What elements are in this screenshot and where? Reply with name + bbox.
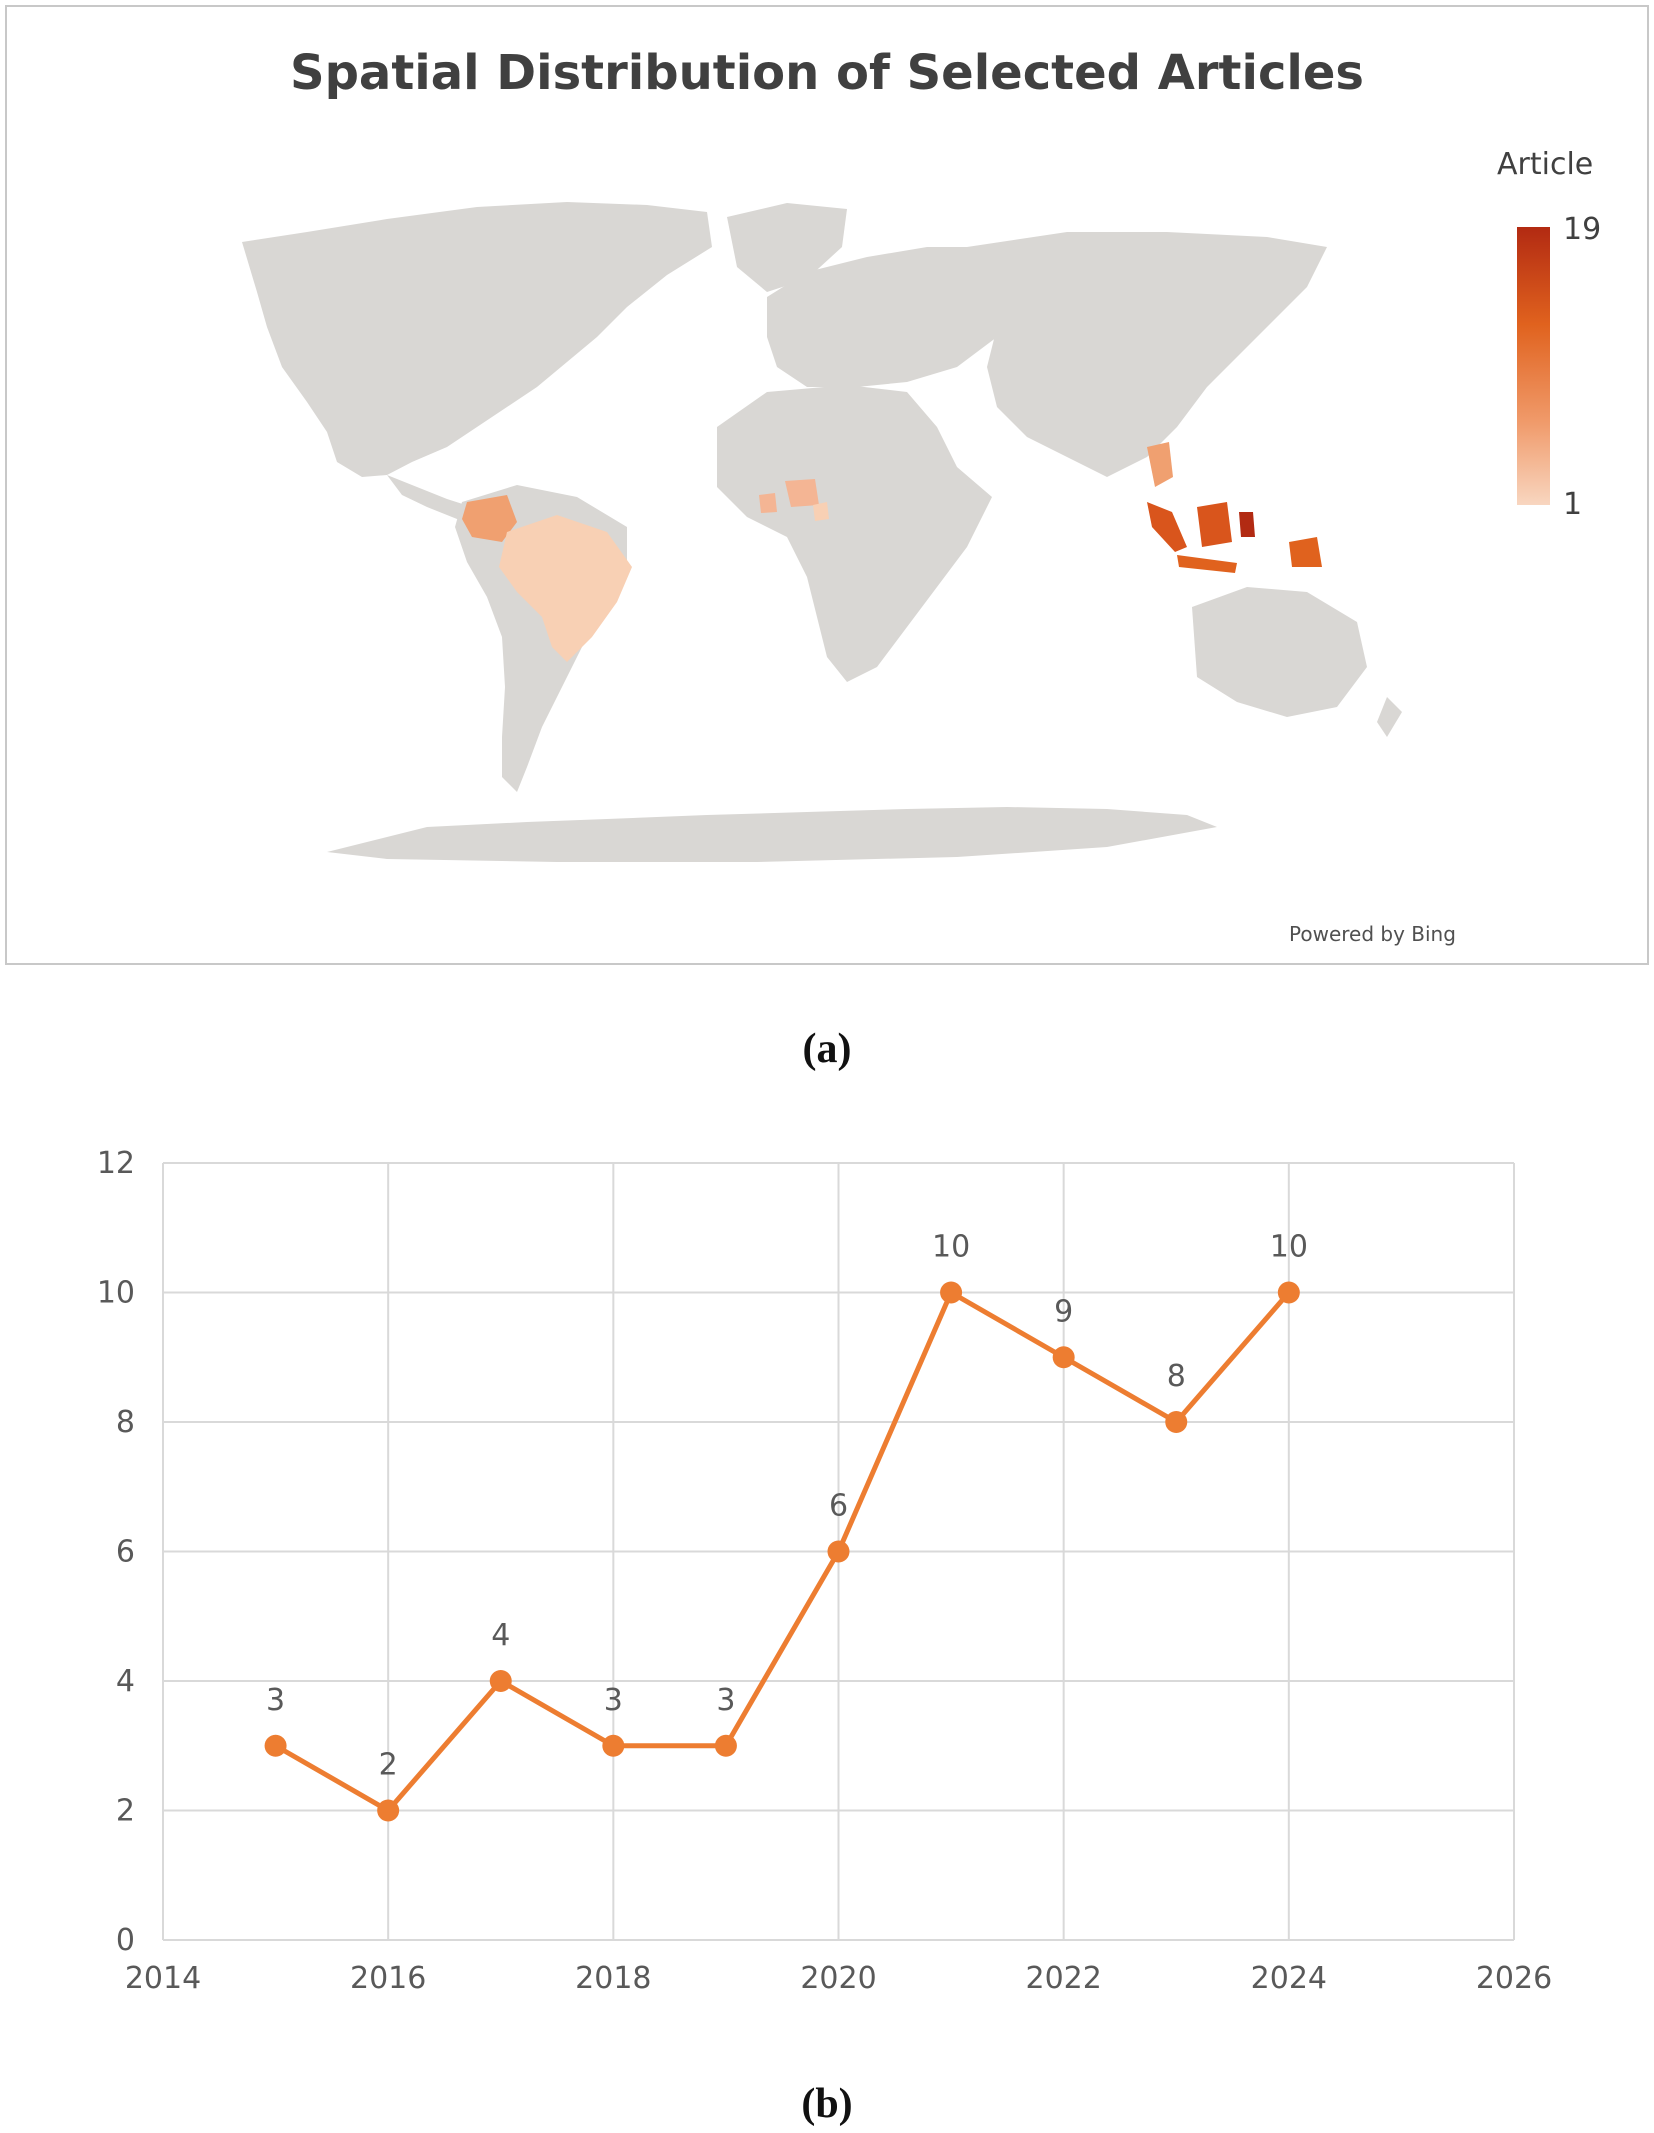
panel-label-b: (b)	[801, 2081, 853, 2127]
y-tick-label: 12	[97, 1146, 135, 1181]
country-cameroon	[813, 502, 829, 521]
legend-title: Article	[1497, 147, 1594, 182]
country-indonesia-sulawesi	[1239, 512, 1255, 537]
data-point	[264, 1734, 287, 1757]
x-tick-label: 2020	[800, 1961, 876, 1996]
country-indonesia-papua	[1289, 537, 1322, 567]
landmass-new-zealand	[1377, 697, 1402, 737]
country-ghana	[759, 493, 777, 513]
panel-label-a: (a)	[802, 1026, 852, 1072]
data-label: 10	[1270, 1230, 1308, 1265]
chart-data-labels: 3 2 4 3 3 6 10 9 8 10	[266, 1230, 1308, 1783]
y-tick-label: 0	[116, 1923, 135, 1958]
landmass-africa	[717, 385, 992, 682]
legend-color-scale	[1517, 227, 1550, 505]
map-title: Spatial Distribution of Selected Article…	[290, 45, 1364, 101]
legend-max-label: 19	[1563, 212, 1602, 247]
data-label: 10	[932, 1230, 970, 1265]
data-point	[1277, 1281, 1300, 1304]
landmass-australia	[1192, 587, 1367, 717]
country-indonesia-borneo	[1197, 502, 1232, 547]
data-point	[377, 1799, 400, 1822]
chart-grid	[162, 1162, 1515, 1941]
data-label: 9	[1054, 1294, 1073, 1329]
chart-series	[264, 1281, 1300, 1822]
x-tick-label: 2024	[1251, 1961, 1327, 1996]
data-point	[602, 1734, 625, 1757]
data-point	[489, 1670, 512, 1692]
legend-min-label: 1	[1563, 487, 1583, 522]
y-tick-label: 10	[97, 1276, 135, 1311]
data-label: 3	[266, 1683, 285, 1718]
data-point	[714, 1734, 737, 1757]
data-label: 4	[491, 1618, 510, 1653]
landmass-antarctica	[327, 807, 1217, 862]
country-brazil	[499, 515, 632, 662]
data-label: 3	[604, 1683, 623, 1718]
country-nigeria	[785, 479, 819, 507]
country-thailand	[1147, 442, 1173, 487]
y-tick-label: 4	[116, 1664, 135, 1699]
data-label: 2	[379, 1748, 398, 1783]
y-tick-label: 2	[116, 1794, 135, 1829]
world-map	[242, 202, 1402, 862]
data-point	[1165, 1411, 1188, 1433]
data-point	[827, 1540, 850, 1563]
x-tick-label: 2026	[1476, 1961, 1552, 1996]
y-tick-label: 8	[116, 1405, 135, 1440]
country-colombia	[462, 495, 517, 542]
country-indonesia-java	[1177, 555, 1237, 573]
landmass-europe	[767, 247, 1007, 387]
data-label: 6	[829, 1489, 848, 1524]
x-tick-label: 2016	[350, 1961, 426, 1996]
map-credit: Powered by Bing	[1289, 922, 1456, 946]
x-tick-label: 2018	[575, 1961, 651, 1996]
landmass-central-america	[387, 475, 477, 519]
x-tick-label: 2022	[1025, 1961, 1101, 1996]
chart-axes: 0 2 4 6 8 10 12 2014 2016 2018 2020 2022 2024 2026	[97, 1146, 1552, 1996]
data-point	[940, 1281, 963, 1304]
data-point	[1052, 1346, 1075, 1369]
line-chart: 0 2 4 6 8 10 12 2014 2016 2018 2020 2022 2024 2026 3 2…	[97, 1146, 1552, 1996]
map-panel: Spatial Distribution of Selected Article…	[5, 5, 1649, 965]
country-indonesia-sumatra	[1147, 502, 1187, 552]
landmass-asia	[967, 232, 1327, 477]
y-tick-label: 6	[116, 1535, 135, 1570]
data-label: 3	[716, 1683, 735, 1718]
landmass-north-america	[242, 202, 712, 477]
x-tick-label: 2014	[125, 1961, 201, 1996]
series-line	[274, 1290, 1291, 1813]
data-label: 8	[1167, 1359, 1186, 1394]
